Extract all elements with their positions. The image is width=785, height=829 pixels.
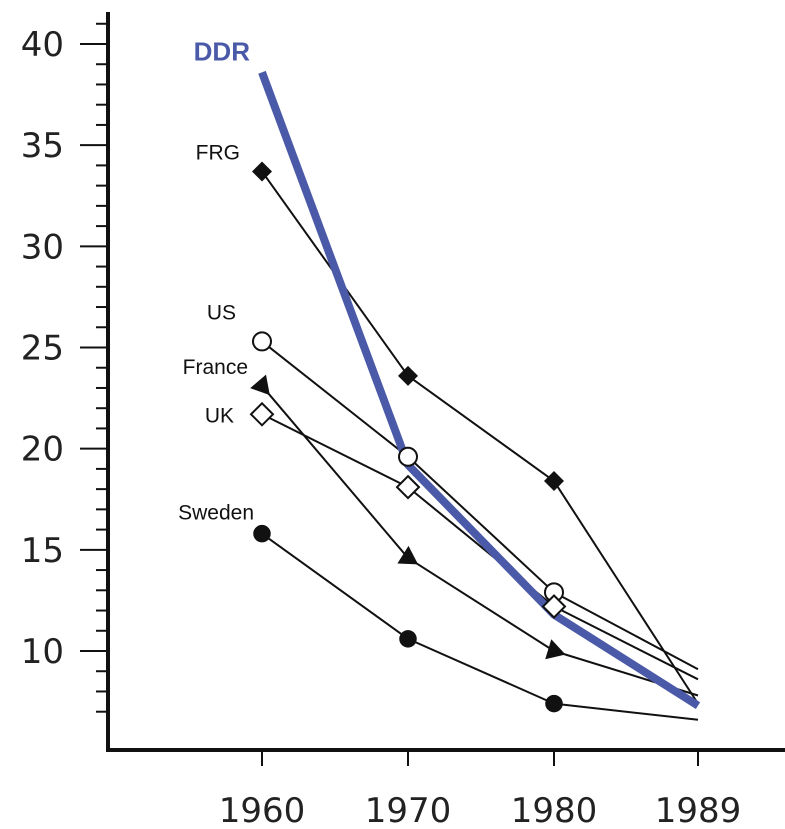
x-ticks: 1960 1970 1980 1989 xyxy=(219,750,742,829)
series-line-sweden xyxy=(261,532,699,721)
data-point-uk xyxy=(541,594,567,619)
data-point-france xyxy=(397,545,419,565)
data-point-uk xyxy=(395,474,421,500)
y-tick-label: 10 xyxy=(21,632,64,672)
series-label-frg: FRG xyxy=(196,141,240,164)
series-line-us xyxy=(261,340,699,671)
y-tick-label: 35 xyxy=(21,126,64,166)
x-tick-label: 1960 xyxy=(219,791,306,829)
data-point-france xyxy=(250,374,270,396)
series-label-sweden: Sweden xyxy=(178,502,254,525)
data-point-frg xyxy=(252,161,272,182)
series-label-us: US xyxy=(207,301,236,324)
series-label-france: France xyxy=(183,356,248,379)
data-point-sweden xyxy=(399,630,417,648)
series-line-ddr xyxy=(258,70,701,710)
series-line-france xyxy=(261,385,699,697)
x-tick-label: 1970 xyxy=(365,791,452,829)
data-point-sweden xyxy=(545,694,563,713)
series-line-uk xyxy=(261,413,699,681)
series-labels: DDR FRG US France UK Sweden xyxy=(178,36,254,524)
y-tick-label: 20 xyxy=(21,430,64,470)
x-tick-label: 1989 xyxy=(655,791,742,829)
data-point-us xyxy=(398,446,418,467)
series-lines xyxy=(258,70,701,721)
data-point-uk xyxy=(249,401,275,427)
y-tick-label: 40 xyxy=(21,25,64,65)
series-markers xyxy=(249,161,567,713)
axes xyxy=(106,12,785,752)
y-tick-label: 25 xyxy=(21,329,64,369)
data-point-france xyxy=(545,639,566,660)
y-tick-label: 15 xyxy=(21,531,64,571)
x-tick-label: 1980 xyxy=(511,791,598,829)
series-label-ddr: DDR xyxy=(194,36,251,66)
y-ticks: 10 15 20 25 30 35 40 xyxy=(21,22,108,713)
series-label-uk: UK xyxy=(205,404,234,427)
data-point-frg xyxy=(398,365,418,386)
y-tick-label: 30 xyxy=(21,227,64,267)
data-point-us xyxy=(252,331,272,352)
data-point-sweden xyxy=(253,524,271,543)
data-point-frg xyxy=(544,471,564,492)
